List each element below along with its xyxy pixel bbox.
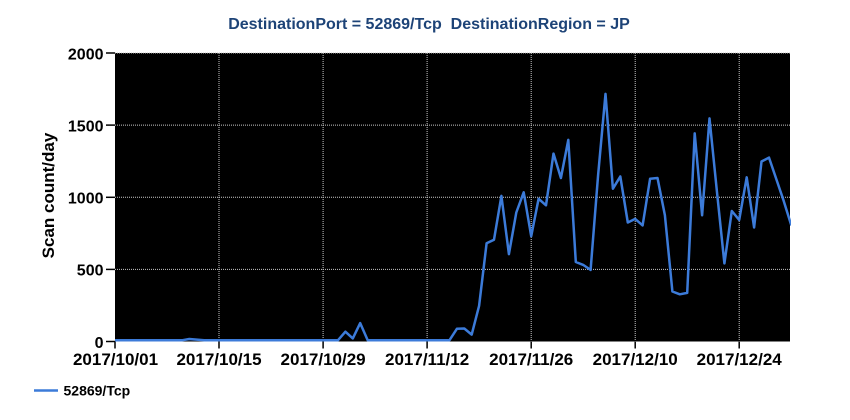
svg-text:Scan count/day: Scan count/day xyxy=(39,132,58,258)
svg-text:52869/Tcp: 52869/Tcp xyxy=(64,383,131,399)
svg-text:2017/11/12: 2017/11/12 xyxy=(385,350,469,369)
svg-text:DestinationPort = 52869/Tcp D: DestinationPort = 52869/Tcp DestinationR… xyxy=(228,16,630,33)
svg-text:2000: 2000 xyxy=(68,46,104,63)
svg-text:2017/12/24: 2017/12/24 xyxy=(697,350,783,369)
svg-text:1000: 1000 xyxy=(68,191,104,208)
svg-text:1500: 1500 xyxy=(68,119,104,136)
svg-text:2017/11/26: 2017/11/26 xyxy=(489,350,573,369)
svg-text:2017/10/01: 2017/10/01 xyxy=(73,350,158,369)
svg-text:2017/10/15: 2017/10/15 xyxy=(176,350,261,369)
svg-text:500: 500 xyxy=(77,263,104,280)
svg-text:2017/10/29: 2017/10/29 xyxy=(281,350,366,369)
svg-text:2017/12/10: 2017/12/10 xyxy=(593,350,678,369)
svg-text:0: 0 xyxy=(95,335,104,352)
